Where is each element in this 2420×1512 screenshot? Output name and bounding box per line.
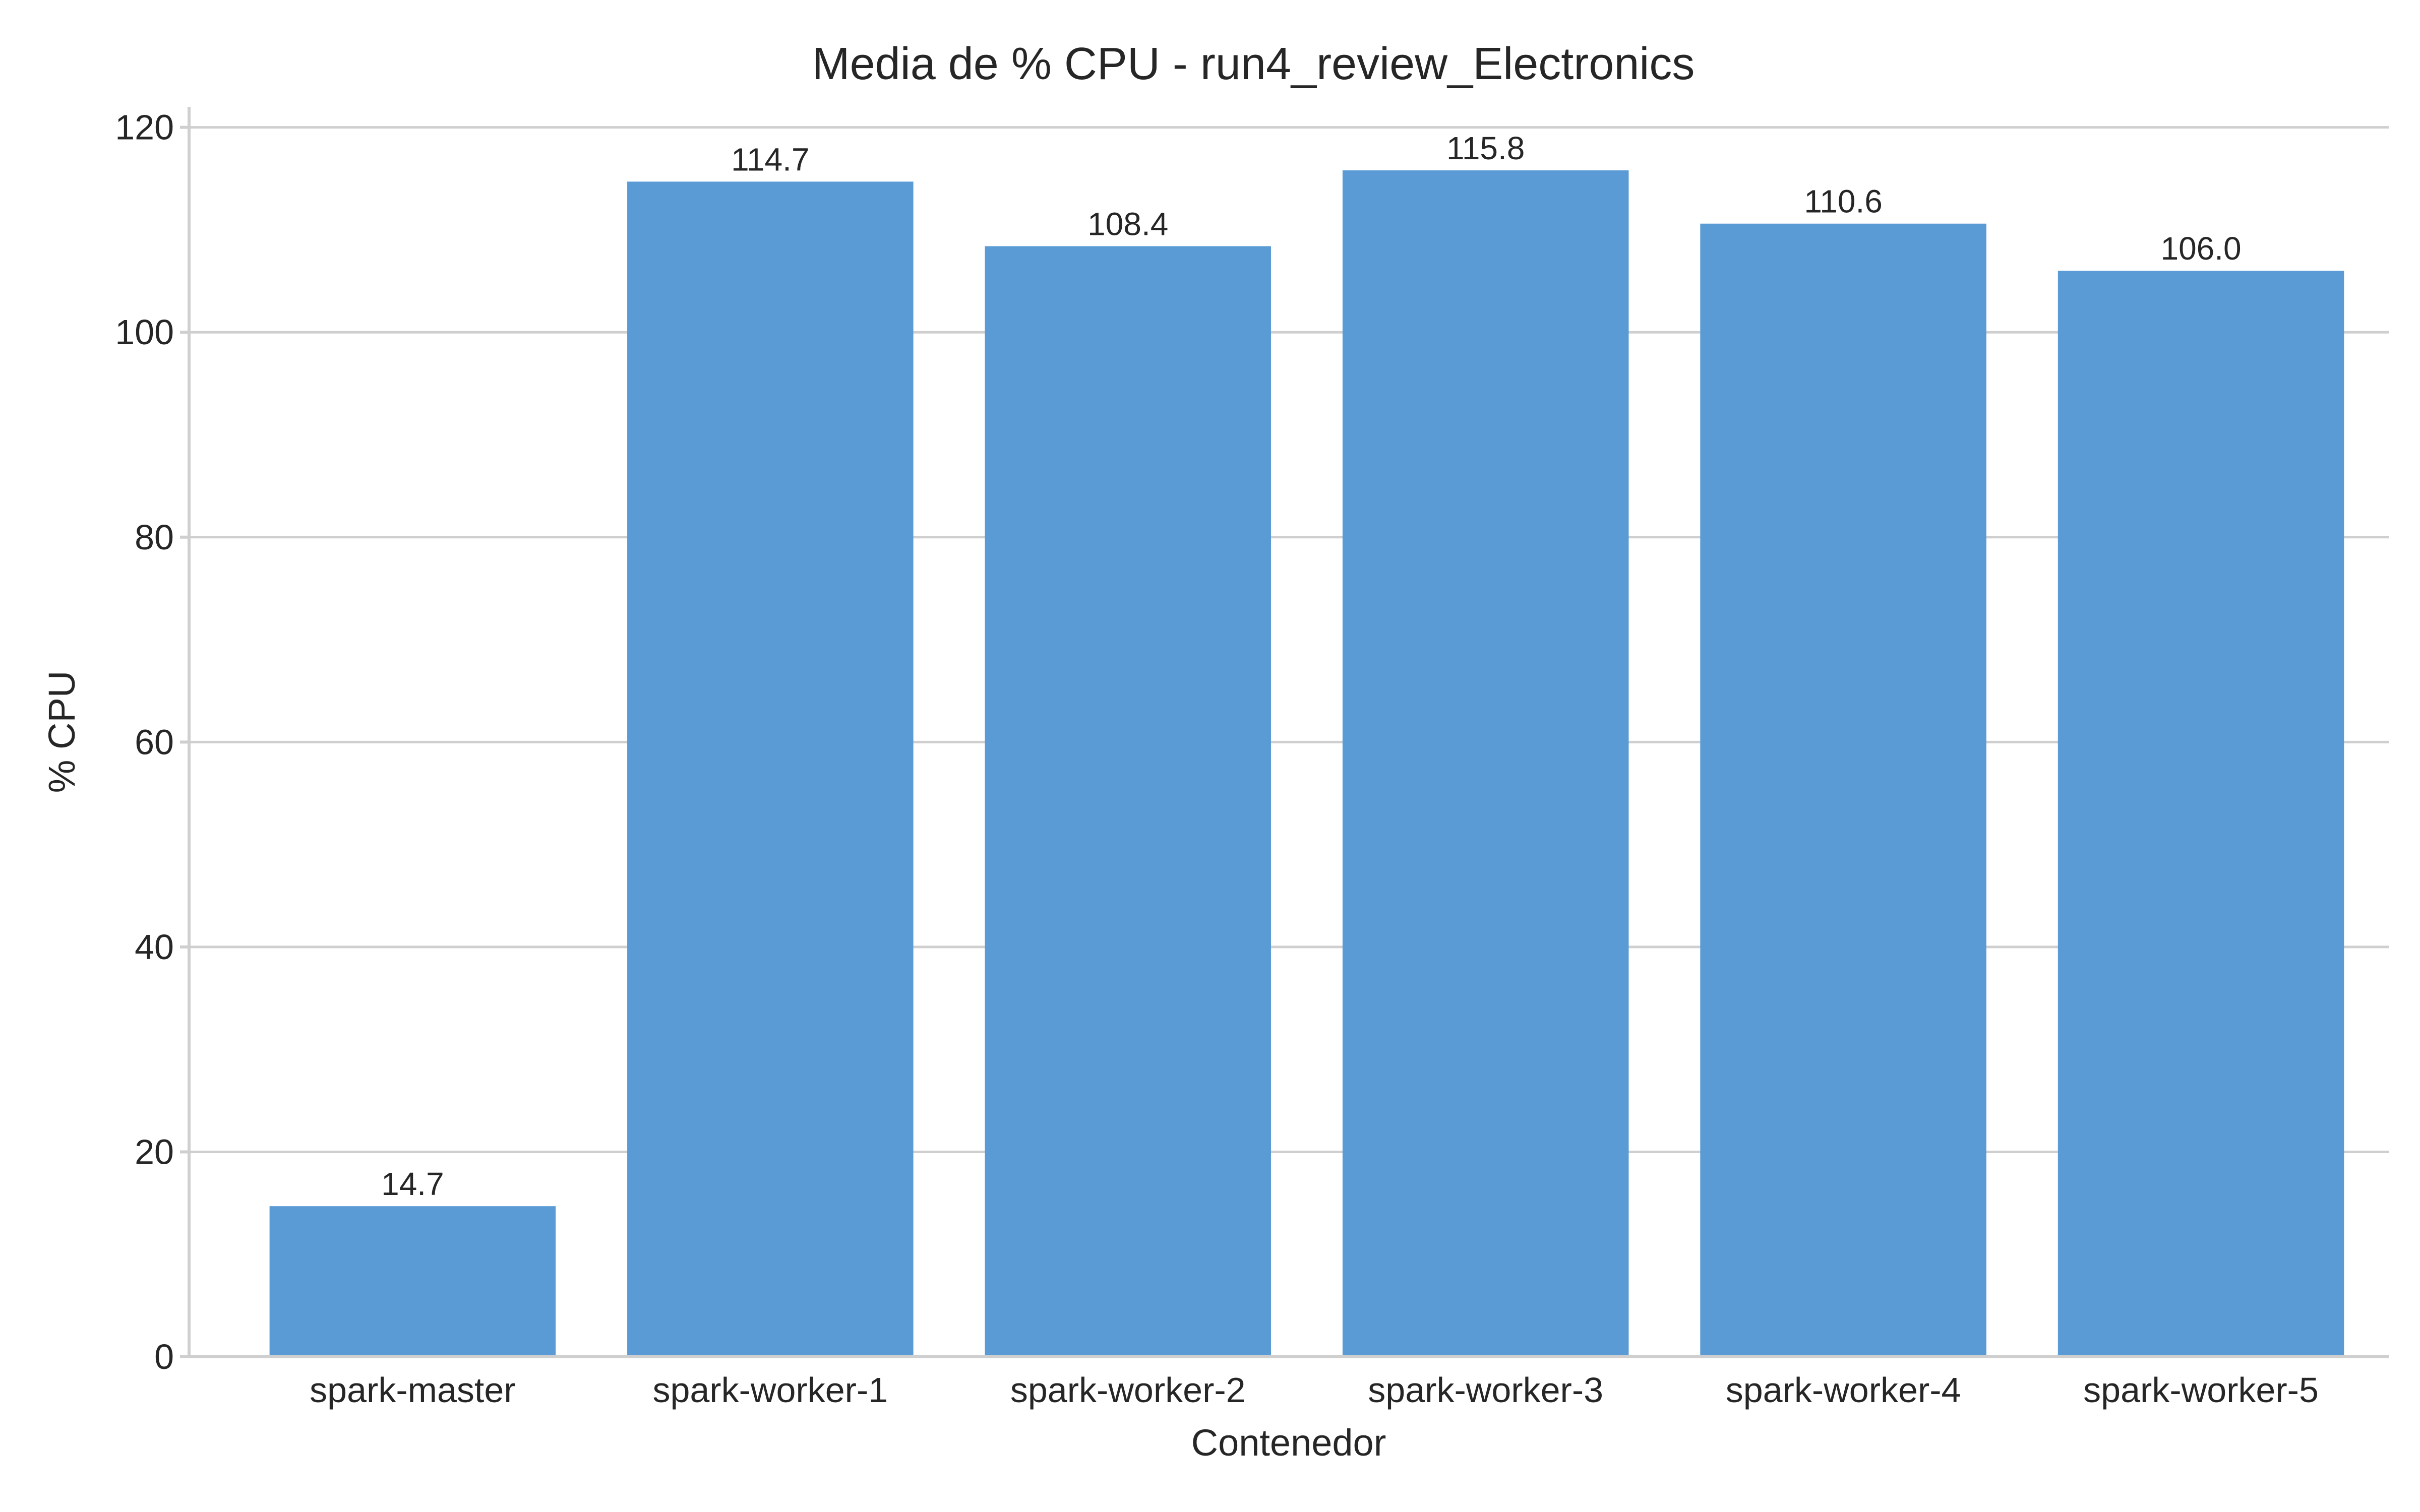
bar-spark-worker-1 bbox=[627, 181, 914, 1357]
data-label-spark-worker-1: 114.7 bbox=[731, 141, 809, 177]
x-axis-label: Contenedor bbox=[1191, 1422, 1386, 1464]
bar-spark-worker-3 bbox=[1342, 170, 1629, 1357]
bar-spark-worker-2 bbox=[985, 246, 1272, 1357]
bar-spark-worker-5 bbox=[2058, 271, 2344, 1357]
x-tick-label: spark-worker-3 bbox=[1368, 1370, 1603, 1410]
data-label-spark-worker-4: 110.6 bbox=[1804, 183, 1882, 220]
bar-spark-master bbox=[269, 1206, 556, 1357]
bar-spark-worker-4 bbox=[1700, 223, 1986, 1357]
y-tick-label: 120 bbox=[115, 108, 174, 147]
bars bbox=[269, 170, 2344, 1357]
x-tick-label: spark-worker-5 bbox=[2083, 1370, 2319, 1410]
x-tick-label: spark-worker-1 bbox=[652, 1370, 888, 1410]
data-label-spark-worker-5: 106.0 bbox=[2160, 230, 2241, 267]
y-tick-label: 40 bbox=[135, 927, 174, 967]
x-axis-ticks: spark-master spark-worker-1 spark-worker-2… bbox=[310, 1370, 2319, 1410]
chart-title: Media de % CPU - run4_review_Electronics bbox=[812, 39, 1695, 89]
data-label-spark-master: 14.7 bbox=[381, 1166, 444, 1202]
gridlines bbox=[189, 126, 2389, 1153]
x-tick-label: spark-worker-4 bbox=[1726, 1370, 1961, 1410]
x-tick-label: spark-worker-2 bbox=[1010, 1370, 1246, 1410]
y-tick-label: 0 bbox=[154, 1337, 174, 1376]
data-labels: 14.7 114.7 108.4 115.8 110.6 106.0 bbox=[381, 130, 2242, 1202]
x-tick-label: spark-master bbox=[310, 1370, 515, 1410]
data-label-spark-worker-3: 115.8 bbox=[1446, 130, 1525, 166]
y-tick-label: 80 bbox=[135, 518, 174, 557]
y-axis-ticks: 0 20 40 60 80 100 120 bbox=[115, 108, 189, 1376]
data-label-spark-worker-2: 108.4 bbox=[1087, 206, 1168, 242]
y-axis-label: % CPU bbox=[41, 671, 83, 793]
y-tick-label: 100 bbox=[115, 312, 174, 352]
y-tick-label: 60 bbox=[135, 722, 174, 762]
y-tick-label: 20 bbox=[135, 1132, 174, 1171]
